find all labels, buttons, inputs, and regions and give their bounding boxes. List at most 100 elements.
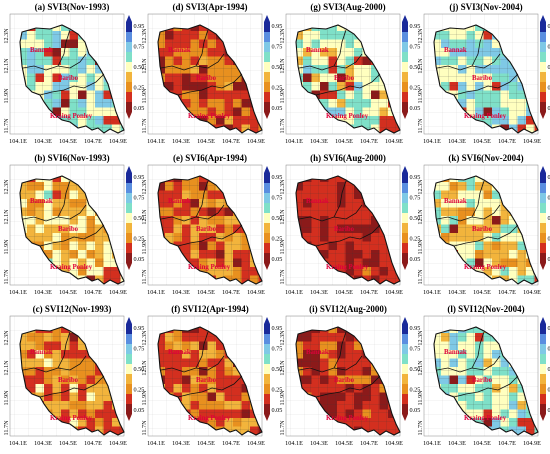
colorbar-arrow-bottom xyxy=(264,263,270,270)
colorbar-arrow-top xyxy=(402,15,408,22)
place-label: Kraing Ponley xyxy=(188,264,231,271)
colorbar-tick-label: 0.95 xyxy=(410,174,421,181)
map-panel-h: (h) SVI6(Aug-2000) Bannak Baribo Kraing Pon… xyxy=(279,153,420,296)
y-tick-label: 11.9N xyxy=(141,239,148,255)
place-label: Kraing Ponley xyxy=(188,113,231,120)
y-tick-label: 12.3N xyxy=(141,330,148,346)
colorbar-segment xyxy=(126,374,132,384)
place-label: Bannak xyxy=(168,47,191,54)
colorbar-segment xyxy=(126,364,132,374)
x-tick-label: 104.1E xyxy=(9,138,27,145)
district-boundary xyxy=(39,224,105,247)
x-tick-label: 104.7E xyxy=(222,289,240,296)
colorbar-segment xyxy=(540,384,546,394)
colorbar-tick-label: 0.25 xyxy=(410,236,421,243)
colorbar-segment xyxy=(264,82,270,92)
colorbar-tick-label: 0.05 xyxy=(134,407,145,414)
y-tick-label: 11.7N xyxy=(279,118,286,134)
colorbar-arrow-bottom xyxy=(126,112,132,119)
place-label: Bannak xyxy=(444,349,467,356)
colorbar-segment xyxy=(264,354,270,364)
y-tick-label: 11.7N xyxy=(141,420,148,436)
panel-title: (c) SVI12(Nov-1993) xyxy=(33,304,112,314)
colorbar-tick-label: 0.50 xyxy=(410,215,421,222)
colorbar-segment xyxy=(264,22,270,32)
x-tick-label: 104.7E xyxy=(222,138,240,145)
colorbar-arrow-bottom xyxy=(402,112,408,119)
colorbar-tick-label: 0.75 xyxy=(548,44,550,51)
x-tick-label: 104.1E xyxy=(9,440,27,447)
province-boundary xyxy=(19,175,125,285)
colorbar-segment xyxy=(540,364,546,374)
panel-title: (k) SVI6(Nov-2004) xyxy=(448,153,523,163)
y-tick-label: 12.1N xyxy=(3,58,10,74)
panel-title: (d) SVI3(Apr-1994) xyxy=(173,2,248,12)
place-label: Kraing Ponley xyxy=(464,264,507,271)
place-label: Kraing Ponley xyxy=(464,415,507,422)
colorbar-tick-label: 0.95 xyxy=(272,174,283,181)
colorbar-tick-label: 0.95 xyxy=(548,325,550,332)
x-tick-label: 104.5E xyxy=(473,138,491,145)
x-tick-label: 104.7E xyxy=(84,138,102,145)
x-tick-label: 104.5E xyxy=(59,289,77,296)
x-tick-label: 104.9E xyxy=(109,440,127,447)
colorbar-segment xyxy=(264,334,270,344)
colorbar-segment xyxy=(126,354,132,364)
colorbar-arrow-bottom xyxy=(126,414,132,421)
colorbar-tick-label: 0.05 xyxy=(548,407,550,414)
place-label: Kraing Ponley xyxy=(50,415,93,422)
colorbar-tick-label: 0.50 xyxy=(134,366,145,373)
colorbar-segment xyxy=(540,203,546,213)
colorbar-segment xyxy=(126,183,132,193)
colorbar-segment xyxy=(540,233,546,243)
district-boundary xyxy=(333,331,347,369)
colorbar-tick-label: 0.25 xyxy=(134,236,145,243)
district-boundary xyxy=(177,73,243,96)
district-boundary xyxy=(195,29,209,67)
colorbar-segment xyxy=(402,92,408,102)
colorbar-tick-label: 0.75 xyxy=(272,346,283,353)
colorbar-segment xyxy=(402,173,408,183)
x-tick-label: 104.5E xyxy=(197,289,215,296)
colorbar-tick-label: 0.75 xyxy=(272,195,283,202)
x-tick-label: 104.9E xyxy=(109,289,127,296)
colorbar-tick-label: 0.25 xyxy=(548,85,550,92)
place-label: Bannak xyxy=(168,198,191,205)
colorbar-segment xyxy=(540,324,546,334)
colorbar-segment xyxy=(264,253,270,263)
place-label: Bannak xyxy=(444,198,467,205)
colorbar-tick-label: 0.25 xyxy=(548,236,550,243)
colorbar-tick-label: 0.95 xyxy=(134,325,145,332)
x-tick-label: 104.3E xyxy=(448,138,466,145)
colorbar-tick-label: 0.05 xyxy=(548,105,550,112)
x-tick-label: 104.9E xyxy=(385,440,403,447)
colorbar-tick-label: 0.05 xyxy=(134,105,145,112)
colorbar-segment xyxy=(126,42,132,52)
colorbar-segment xyxy=(126,344,132,354)
colorbar-segment xyxy=(264,394,270,404)
y-tick-label: 12.1N xyxy=(141,58,148,74)
colorbar-segment xyxy=(540,193,546,203)
colorbar-segment xyxy=(540,62,546,72)
x-tick-label: 104.1E xyxy=(147,138,165,145)
colorbar-tick-label: 0.50 xyxy=(272,366,283,373)
colorbar-segment xyxy=(402,233,408,243)
colorbar-segment xyxy=(126,324,132,334)
y-tick-label: 11.9N xyxy=(417,239,424,255)
map-panel-a: (a) SVI3(Nov-1993) Bannak Baribo Kraing Pon… xyxy=(3,2,144,145)
colorbar-tick-label: 0.50 xyxy=(548,366,550,373)
place-label: Bannak xyxy=(30,349,53,356)
district-boundary xyxy=(39,73,105,96)
colorbar-segment xyxy=(402,193,408,203)
place-label: Bannak xyxy=(306,47,329,54)
colorbar-tick-label: 0.75 xyxy=(410,346,421,353)
colorbar-tick-label: 0.75 xyxy=(134,195,145,202)
colorbar-segment xyxy=(540,32,546,42)
y-tick-label: 11.7N xyxy=(279,420,286,436)
y-tick-label: 12.1N xyxy=(279,360,286,376)
y-tick-label: 12.1N xyxy=(417,209,424,225)
district-boundary xyxy=(57,331,71,369)
x-tick-label: 104.9E xyxy=(247,440,265,447)
map-panel-g: (g) SVI3(Aug-2000) Bannak Baribo Kraing Pon… xyxy=(279,2,420,145)
